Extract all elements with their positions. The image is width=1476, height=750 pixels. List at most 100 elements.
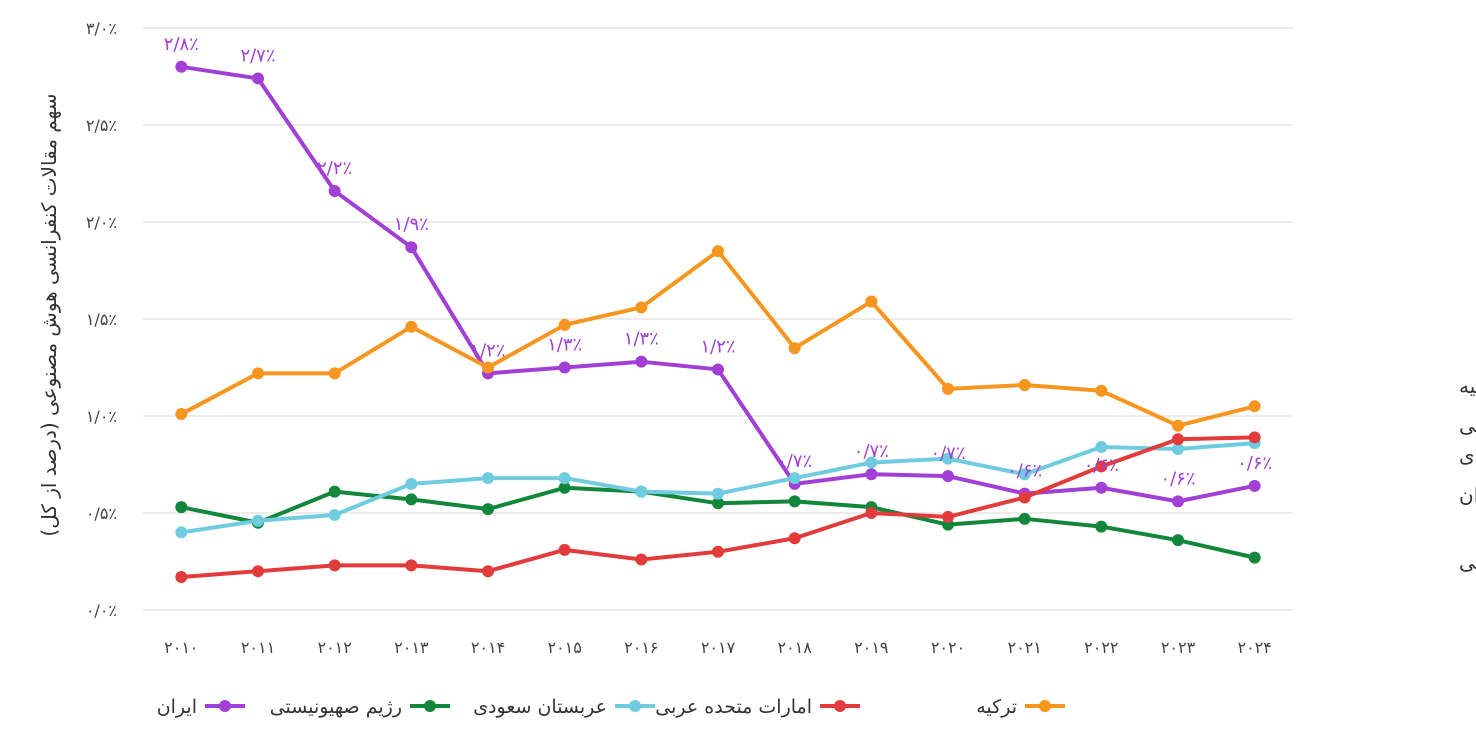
series-point [712,363,724,376]
series-point [252,514,264,527]
series-point [1248,400,1261,413]
series-point [865,456,878,469]
y-tick-label: ۲/۵٪ [86,116,117,135]
series-point [175,526,188,539]
series-point [635,485,648,498]
series-point [405,477,418,490]
y-tick-label: ۱/۵٪ [86,310,117,329]
x-tick-label: ۲۰۱۵ [547,638,581,657]
legend-marker [629,700,641,712]
series-point [788,472,801,485]
data-label: ۰/۷٪ [777,451,812,472]
legend-label: عربستان سعودی [473,696,607,718]
y-tick-label: ۰/۰٪ [86,601,117,620]
data-label: ۰/۷٪ [930,443,965,464]
x-tick-label: ۲۰۱۲ [317,638,351,657]
series-point [175,571,188,584]
series-point [712,487,724,500]
legend-label: رژیم صهیونیستی [270,696,402,718]
series-point [712,545,724,558]
data-label: ۰/۶٪ [1007,461,1042,482]
data-label: ۲/۲٪ [317,158,352,179]
end-labels: ترکیه امارات متحده عربی عربستان سعودی ایران… [1459,374,1476,574]
series-point [558,472,571,485]
data-label: ۱/۳٪ [547,335,582,356]
series-point [1172,442,1184,455]
series-point [328,367,341,380]
legend-marker [219,700,231,712]
series-point [1095,481,1108,494]
data-label: ۰/۷٪ [854,441,889,462]
data-label: ۰/۶٪ [1084,455,1119,476]
series-point [865,295,878,308]
y-tick-label: ۲/۰٪ [86,213,117,232]
legend-marker [424,700,436,712]
series-point [405,320,418,333]
series-point [865,468,878,481]
series-point [482,361,494,374]
series-point [1018,468,1031,481]
x-tick-label: ۲۰۱۰ [164,638,198,657]
series-point [1248,479,1261,492]
series-point [1095,520,1108,533]
y-axis-title: سهم مقالات کنفرانسی هوش مصنوعی (درصد از … [37,93,61,536]
end-label: ایران [1459,483,1476,507]
series-point [788,532,801,545]
data-label: ۱/۳٪ [624,329,659,350]
series-point [328,559,341,572]
series-point [482,503,494,516]
series-point [942,382,954,395]
x-tick-label: ۲۰۲۰ [931,638,965,657]
x-axis-ticks: ۲۰۱۰ ۲۰۱۱ ۲۰۱۲ ۲۰۱۳ ۲۰۱۴ ۲۰۱۵ ۲۰۱۶ ۲۰۱۷ ۲۰۱۸ ۲۰۱۹… [164,638,1272,657]
series-point [1248,431,1261,444]
series-point [558,361,571,374]
y-axis-ticks: ۰/۰٪ ۰/۵٪ ۱/۰٪ ۱/۵٪ ۲/۰٪ ۲/۵٪ ۳/۰٪ [86,19,117,620]
end-label: عربستان سعودی [1459,443,1476,467]
series-point [252,367,264,380]
legend-marker [834,700,846,712]
series-point [558,481,571,494]
series-point [1095,384,1108,397]
data-label: ۱/۹٪ [394,214,429,235]
series-point [482,565,494,578]
series-point [712,497,724,510]
series-point [1172,419,1184,432]
x-tick-label: ۲۰۱۶ [624,638,658,657]
legend-label: امارات متحده عربی [655,696,812,718]
x-tick-label: ۲۰۲۴ [1237,638,1271,657]
series-point [252,72,264,85]
series-point [405,493,418,506]
series-point [712,245,724,258]
series-point [788,495,801,508]
series-point [788,342,801,355]
data-label: ۰/۶٪ [1237,453,1272,474]
series-point [635,301,648,314]
series-point [175,501,188,514]
series-point [1172,495,1184,508]
series-point [405,559,418,572]
end-label: ترکیه [1459,374,1476,398]
series-point [328,508,341,521]
series-point [1095,460,1108,473]
data-label: ۱/۲٪ [700,336,735,357]
series-point [482,472,494,485]
series-line [179,64,1257,504]
data-label: ۲/۷٪ [240,45,275,66]
y-tick-label: ۳/۰٪ [86,19,117,38]
series-point [1248,551,1261,564]
y-tick-label: ۱/۰٪ [86,407,117,426]
series-points [175,60,1261,584]
series-point [635,553,648,566]
series-point [1018,378,1031,391]
series-point [175,60,188,73]
x-tick-label: ۲۰۱۱ [241,638,275,657]
legend-label: ترکیه [976,696,1017,718]
series-point [175,408,188,421]
series-point [252,565,264,578]
end-label: رژیم صهیونیستی [1459,550,1476,574]
series-point [405,241,418,254]
data-labels: ۲/۸٪ ۲/۷٪ ۲/۲٪ ۱/۹٪ ۱/۲٪ ۱/۳٪ ۱/۳٪ ۱/۲٪ ۰/۷٪ ۰/۷٪… [164,34,1272,490]
end-label: امارات متحده عربی [1459,413,1476,437]
legend-label: ایران [157,696,197,718]
